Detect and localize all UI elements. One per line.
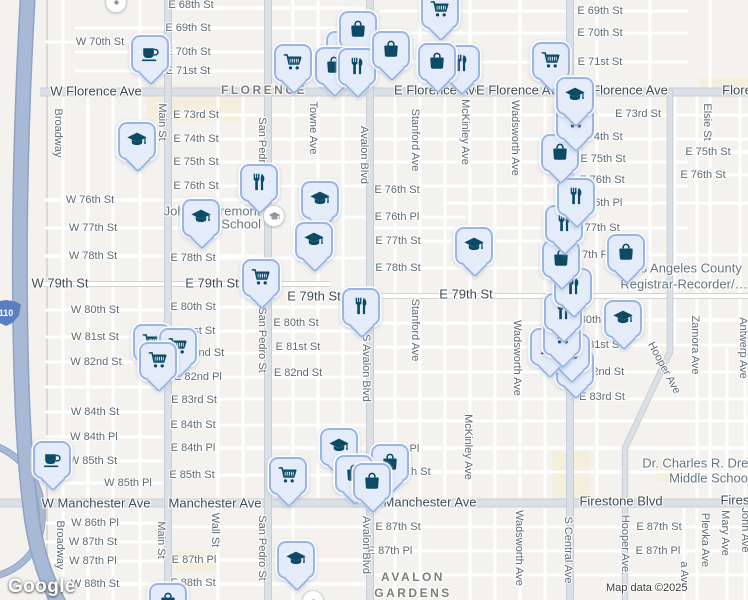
bag-icon <box>553 143 567 160</box>
map-pin-coffee[interactable] <box>33 441 71 492</box>
restaurant-icon <box>355 297 367 315</box>
map-pin-school[interactable] <box>295 222 333 273</box>
map-pin-bag[interactable] <box>607 234 645 285</box>
bag-icon <box>161 592 175 600</box>
map-pin-cart[interactable] <box>532 42 570 93</box>
generic-icon <box>311 598 315 600</box>
cart-icon <box>283 54 302 70</box>
poi-circle-school[interactable] <box>263 205 285 227</box>
generic-icon <box>113 0 119 5</box>
bag-icon <box>384 40 398 57</box>
school-icon <box>329 438 349 452</box>
map-pin-school[interactable] <box>604 300 642 351</box>
pin-body <box>240 164 278 202</box>
school-icon <box>310 191 330 205</box>
coffee-icon <box>43 454 61 468</box>
restaurant-icon <box>570 187 582 205</box>
pin-body <box>149 583 187 600</box>
bag-icon <box>430 52 444 69</box>
school-icon <box>304 232 324 246</box>
school-icon <box>464 237 484 251</box>
map-pin-cart[interactable] <box>269 457 307 508</box>
map-pin-restaurant[interactable] <box>338 48 376 99</box>
poi-circle-generic[interactable] <box>105 0 127 13</box>
bag-icon <box>365 472 379 489</box>
map-pin-school[interactable] <box>118 122 156 173</box>
map-pin-restaurant[interactable] <box>240 164 278 215</box>
cart-icon <box>541 52 560 68</box>
map-pin-bag[interactable] <box>149 583 187 600</box>
map-pin-coffee[interactable] <box>131 35 169 86</box>
bag-icon <box>327 56 341 73</box>
map-pin-bag[interactable] <box>353 463 391 514</box>
school-icon <box>286 551 306 565</box>
school-icon <box>127 132 147 146</box>
map-pin-school[interactable] <box>277 541 315 592</box>
cart-icon <box>251 269 270 285</box>
map-pin-restaurant[interactable] <box>557 178 595 229</box>
school-icon <box>613 310 633 324</box>
map-pin-cart[interactable] <box>421 0 459 42</box>
school-icon <box>268 211 280 220</box>
bag-icon <box>351 20 365 37</box>
map-pin-cart[interactable] <box>242 259 280 310</box>
poi-circle-generic[interactable] <box>302 590 324 600</box>
map-pin-restaurant[interactable] <box>342 288 380 339</box>
cart-icon <box>430 1 449 17</box>
cart-icon <box>168 338 187 354</box>
restaurant-icon <box>455 54 467 72</box>
restaurant-icon <box>351 57 363 75</box>
map-pin-school[interactable] <box>455 227 493 278</box>
cart-icon <box>278 467 297 483</box>
coffee-icon <box>141 48 159 62</box>
bag-icon <box>619 243 633 260</box>
map-pin-school[interactable] <box>301 181 339 232</box>
restaurant-icon <box>567 277 579 295</box>
map-pin-cart[interactable] <box>274 44 312 95</box>
school-icon <box>191 209 211 223</box>
restaurant-icon <box>253 173 265 191</box>
map-attribution: Map data ©2025 <box>606 582 688 594</box>
map-pin-bag[interactable] <box>418 43 456 94</box>
shield-number: 110 <box>0 308 14 318</box>
map-pin-cart[interactable] <box>139 342 177 393</box>
school-icon <box>565 87 585 101</box>
google-logo[interactable]: Google <box>8 576 76 597</box>
map-pin-bag[interactable] <box>372 31 410 82</box>
map-pin-school[interactable] <box>556 77 594 128</box>
cart-icon <box>148 352 167 368</box>
map-pin-school[interactable] <box>182 199 220 250</box>
